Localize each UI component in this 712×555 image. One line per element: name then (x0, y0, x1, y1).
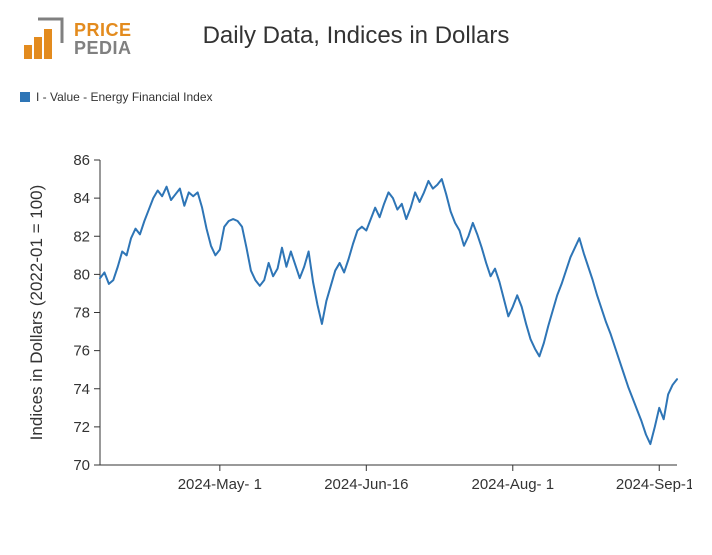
svg-text:74: 74 (73, 381, 90, 398)
legend-label: I - Value - Energy Financial Index (36, 90, 213, 104)
svg-text:78: 78 (73, 305, 90, 322)
page-root: PRICE PEDIA Daily Data, Indices in Dolla… (0, 0, 712, 555)
legend-swatch (20, 92, 30, 102)
page-title: Daily Data, Indices in Dollars (0, 22, 712, 50)
svg-text:2024-Jun-16: 2024-Jun-16 (324, 476, 408, 493)
svg-text:2024-May- 1: 2024-May- 1 (178, 476, 262, 493)
svg-text:84: 84 (73, 190, 90, 207)
header: PRICE PEDIA Daily Data, Indices in Dolla… (0, 10, 712, 70)
svg-text:86: 86 (73, 152, 90, 169)
svg-text:76: 76 (73, 343, 90, 360)
svg-text:70: 70 (73, 457, 90, 474)
legend: I - Value - Energy Financial Index (20, 90, 213, 104)
chart-area: 70 72 74 76 78 80 82 84 86 2024-May- 1 2024-Jun-16… (20, 150, 692, 520)
svg-text:2024-Sep-16: 2024-Sep-16 (616, 476, 692, 493)
line-chart: 70 72 74 76 78 80 82 84 86 2024-May- 1 2024-Jun-16… (20, 150, 692, 520)
svg-text:2024-Aug- 1: 2024-Aug- 1 (471, 476, 554, 493)
svg-text:82: 82 (73, 228, 90, 245)
svg-text:80: 80 (73, 266, 90, 283)
svg-text:72: 72 (73, 419, 90, 436)
y-axis-label: Indices in Dollars (2022-01 = 100) (27, 185, 46, 441)
